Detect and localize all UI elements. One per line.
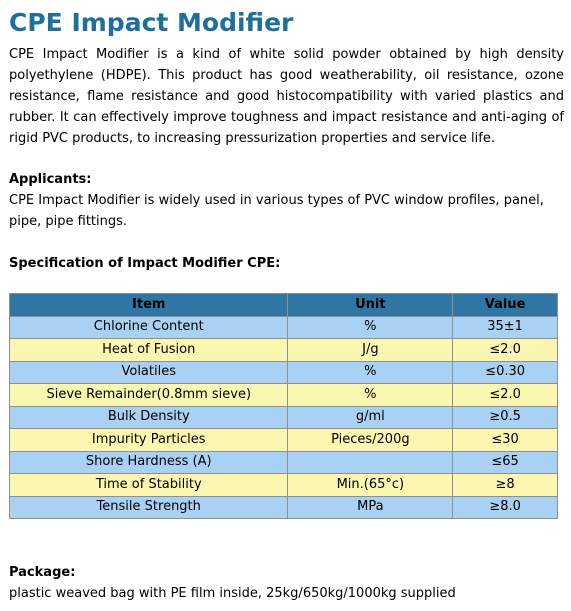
cell-value: ≤30 <box>452 428 558 452</box>
cell-unit: % <box>287 315 454 339</box>
table-row: Bulk Density g/ml ≥0.5 <box>8 405 558 429</box>
intro-paragraph: CPE Impact Modifier is a kind of white s… <box>9 47 564 146</box>
cell-item: Bulk Density <box>8 405 289 429</box>
cell-value: ≤0.30 <box>452 360 558 384</box>
applicants-heading: Applicants: <box>9 172 92 187</box>
cell-item: Impurity Particles <box>8 428 289 452</box>
table-header-row: Item Unit Value <box>8 293 558 317</box>
cell-value: 35±1 <box>452 315 558 339</box>
cell-unit: Min.(65°c) <box>287 473 454 497</box>
cell-item: Shore Hardness (A) <box>8 450 289 474</box>
cell-item: Chlorine Content <box>8 315 289 339</box>
cell-value: ≤65 <box>452 450 558 474</box>
specification-heading: Specification of Impact Modifier CPE: <box>9 256 281 271</box>
table-row: Chlorine Content % 35±1 <box>8 315 558 339</box>
column-header-unit: Unit <box>287 293 454 317</box>
cell-unit: % <box>287 360 454 384</box>
cell-value: ≥8.0 <box>452 495 558 519</box>
table-row: Volatiles % ≤0.30 <box>8 360 558 384</box>
package-heading: Package: <box>9 565 76 580</box>
table-row: Sieve Remainder(0.8mm sieve) % ≤2.0 <box>8 383 558 407</box>
column-header-value: Value <box>452 293 558 317</box>
column-header-item: Item <box>8 293 289 317</box>
cell-unit: J/g <box>287 338 454 362</box>
table-row: Tensile Strength MPa ≥8.0 <box>8 495 558 519</box>
cell-item: Volatiles <box>8 360 289 384</box>
table-row: Heat of Fusion J/g ≤2.0 <box>8 338 558 362</box>
cell-item: Tensile Strength <box>8 495 289 519</box>
cell-unit: MPa <box>287 495 454 519</box>
cell-value: ≥8 <box>452 473 558 497</box>
package-text: plastic weaved bag with PE film inside, … <box>9 586 456 601</box>
table-row: Time of Stability Min.(65°c) ≥8 <box>8 473 558 497</box>
cell-unit <box>287 450 454 474</box>
table-row: Impurity Particles Pieces/200g ≤30 <box>8 428 558 452</box>
page-title: CPE Impact Modifier <box>9 8 294 37</box>
cell-unit: Pieces/200g <box>287 428 454 452</box>
cell-value: ≤2.0 <box>452 338 558 362</box>
cell-unit: % <box>287 383 454 407</box>
applicants-text: CPE Impact Modifier is widely used in va… <box>9 193 544 229</box>
cell-unit: g/ml <box>287 405 454 429</box>
cell-value: ≤2.0 <box>452 383 558 407</box>
cell-item: Heat of Fusion <box>8 338 289 362</box>
table-row: Shore Hardness (A) ≤65 <box>8 450 558 474</box>
cell-item: Time of Stability <box>8 473 289 497</box>
cell-item: Sieve Remainder(0.8mm sieve) <box>8 383 289 407</box>
cell-value: ≥0.5 <box>452 405 558 429</box>
specification-table: Item Unit Value Chlorine Content % 35±1 … <box>8 293 558 519</box>
